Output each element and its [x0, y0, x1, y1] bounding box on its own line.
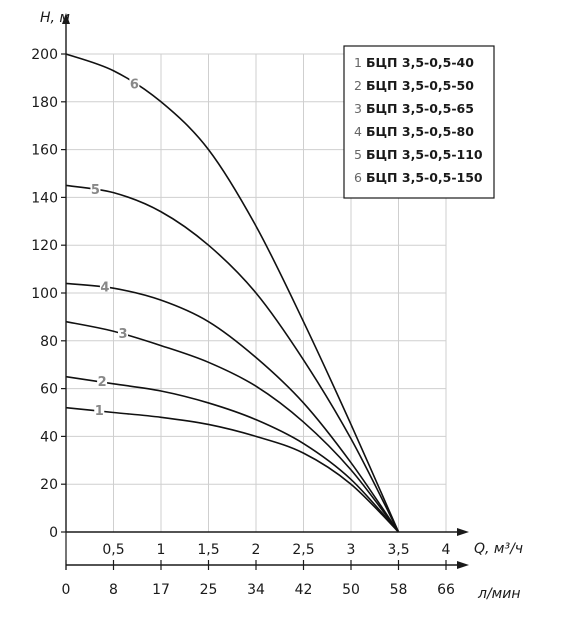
x2-tick-label: 8 [109, 582, 118, 598]
x-tick-label: 1 [157, 542, 166, 558]
x-tick-label: 3 [347, 542, 356, 558]
x2-axis-arrow [457, 561, 469, 569]
x-tick-label: 2,5 [292, 542, 314, 558]
x-tick-label: 4 [442, 542, 451, 558]
series-line-6 [65, 53, 400, 533]
x2-tick-label: 0 [62, 582, 71, 598]
curve-label-5: 5 [91, 183, 100, 198]
y-tick-label: 200 [31, 47, 58, 63]
legend-number: 3 [354, 101, 366, 116]
x-axis-arrow [457, 528, 469, 536]
y-tick-label: 60 [40, 382, 58, 398]
series-line-3 [65, 320, 400, 533]
curve-label-4: 4 [100, 280, 109, 295]
y-tick-label: 0 [49, 525, 58, 541]
y-tick-label: 20 [40, 477, 58, 493]
y-axis-arrow [62, 13, 70, 24]
x2-tick-label: 50 [342, 582, 360, 598]
legend-entry: 4 БЦП 3,5-0,5-80 [354, 124, 474, 139]
x-tick-label: 3,5 [387, 542, 409, 558]
legend-number: 1 [354, 55, 366, 70]
legend-number: 4 [354, 124, 366, 139]
legend-number: 2 [354, 78, 366, 93]
curve-label-bg [90, 181, 101, 195]
series-line-5 [65, 184, 400, 533]
y-tick-label: 100 [31, 286, 58, 302]
legend-entry: 6 БЦП 3,5-0,5-150 [354, 170, 483, 185]
x2-tick-label: 25 [200, 582, 218, 598]
x2-tick-label: 58 [390, 582, 408, 598]
x-tick-label: 2 [252, 542, 261, 558]
y-tick-label: 120 [31, 238, 58, 254]
x2-axis-label: л/мин [477, 586, 520, 602]
x2-tick-label: 17 [152, 582, 170, 598]
curve-label-1: 1 [95, 404, 104, 419]
legend: 1 БЦП 3,5-0,5-402 БЦП 3,5-0,5-503 БЦП 3,… [343, 45, 495, 199]
legend-box [343, 45, 495, 199]
legend-number: 5 [354, 147, 366, 162]
x-axis-label: Q, м³/ч [474, 541, 523, 557]
curve-labels: 1 2 3 4 5 6 [90, 76, 140, 419]
legend-entry: 5 БЦП 3,5-0,5-110 [354, 147, 483, 162]
x2-tick-label: 34 [247, 582, 265, 598]
legend-name: БЦП 3,5-0,5-65 [366, 101, 474, 116]
y-tick-label: 160 [31, 143, 58, 159]
axes [61, 13, 469, 570]
y-axis-label: H, м [40, 10, 70, 26]
y-tick-label: 40 [40, 429, 58, 445]
y-tick-label: 140 [31, 190, 58, 206]
series-line-2 [65, 375, 400, 533]
legend-entry: 1 БЦП 3,5-0,5-40 [354, 55, 474, 70]
x-tick-label: 1,5 [197, 542, 219, 558]
legend-entry: 2 БЦП 3,5-0,5-50 [354, 78, 474, 93]
curve-label-2: 2 [98, 375, 107, 390]
legend-entry: 3 БЦП 3,5-0,5-65 [354, 101, 474, 116]
legend-name: БЦП 3,5-0,5-50 [366, 78, 474, 93]
curve-label-bg [129, 76, 140, 90]
curve-label-bg [97, 374, 108, 388]
x2-tick-label: 66 [437, 582, 455, 598]
legend-number: 6 [354, 170, 366, 185]
curve-label-bg [94, 403, 105, 417]
y-tick-label: 180 [31, 95, 58, 111]
curve-label-bg [99, 279, 110, 293]
series-line-4 [65, 282, 400, 533]
series-line-1 [65, 406, 400, 533]
curve-label-6: 6 [130, 77, 139, 92]
x2-tick-label: 42 [295, 582, 313, 598]
curve-label-bg [118, 326, 128, 340]
y-tick-label: 80 [40, 334, 58, 350]
x-tick-label: 0,5 [102, 542, 124, 558]
legend-name: БЦП 3,5-0,5-110 [366, 147, 483, 162]
curve-label-3: 3 [118, 327, 127, 342]
legend-name: БЦП 3,5-0,5-40 [366, 55, 474, 70]
legend-name: БЦП 3,5-0,5-150 [366, 170, 483, 185]
legend-name: БЦП 3,5-0,5-80 [366, 124, 474, 139]
